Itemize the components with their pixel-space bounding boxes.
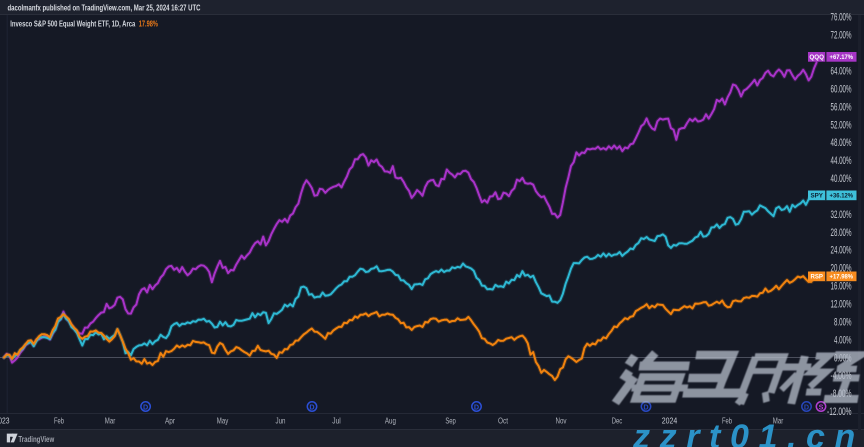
svg-text:17.98%: 17.98% [139,20,158,29]
svg-text:Invesco S&P 500 Equal Weight E: Invesco S&P 500 Equal Weight ETF, 1D, Ar… [10,20,135,29]
svg-text:Apr: Apr [165,417,175,426]
svg-text:-12.00%: -12.00% [827,406,852,418]
svg-text:Feb: Feb [722,417,732,426]
svg-text:44.00%: 44.00% [831,155,852,167]
svg-text:4.00%: 4.00% [834,334,852,346]
svg-text:Mar: Mar [773,417,784,426]
svg-text:+17.98%: +17.98% [830,274,854,281]
svg-text:Dec: Dec [612,417,623,426]
svg-text:56.00%: 56.00% [831,101,852,113]
svg-text:Jun: Jun [276,417,286,426]
svg-text:Nov: Nov [556,417,567,426]
svg-text:SPY: SPY [810,193,823,200]
svg-text:Sep: Sep [445,417,456,426]
svg-text:52.00%: 52.00% [831,119,852,131]
svg-text:D: D [804,402,809,411]
svg-text:D: D [143,402,148,411]
svg-text:2023: 2023 [0,417,10,426]
svg-text:D: D [309,402,314,411]
svg-text:+36.12%: +36.12% [830,193,854,200]
svg-text:Mar: Mar [105,417,116,426]
svg-text:dacolmanfx published on Tradin: dacolmanfx published on TradingView.com,… [8,4,201,13]
svg-text:Feb: Feb [54,417,64,426]
svg-text:60.00%: 60.00% [831,83,852,95]
svg-text:2024: 2024 [662,417,678,426]
svg-text:8.00%: 8.00% [834,316,852,328]
svg-text:QQQ: QQQ [809,54,824,61]
svg-text:64.00%: 64.00% [831,66,852,78]
svg-text:Jul: Jul [332,417,341,426]
svg-text:zzrt01.cn: zzrt01.cn [632,418,864,447]
svg-text:40.00%: 40.00% [831,173,852,185]
svg-text:D: D [474,402,479,411]
svg-text:16.00%: 16.00% [831,281,852,293]
svg-text:D: D [643,402,648,411]
svg-text:+67.17%: +67.17% [830,54,854,61]
svg-text:RSP: RSP [810,274,823,281]
svg-text:76.00%: 76.00% [831,12,852,24]
svg-text:Oct: Oct [498,417,509,426]
svg-text:24.00%: 24.00% [831,245,852,257]
svg-text:48.00%: 48.00% [831,137,852,149]
svg-text:72.00%: 72.00% [831,30,852,42]
svg-text:May: May [217,417,229,426]
svg-text:12.00%: 12.00% [831,299,852,311]
svg-text:TradingView: TradingView [18,434,54,444]
svg-text:32.00%: 32.00% [831,209,852,221]
svg-text:28.00%: 28.00% [831,227,852,239]
svg-text:S: S [819,402,824,411]
svg-text:Aug: Aug [385,417,396,426]
